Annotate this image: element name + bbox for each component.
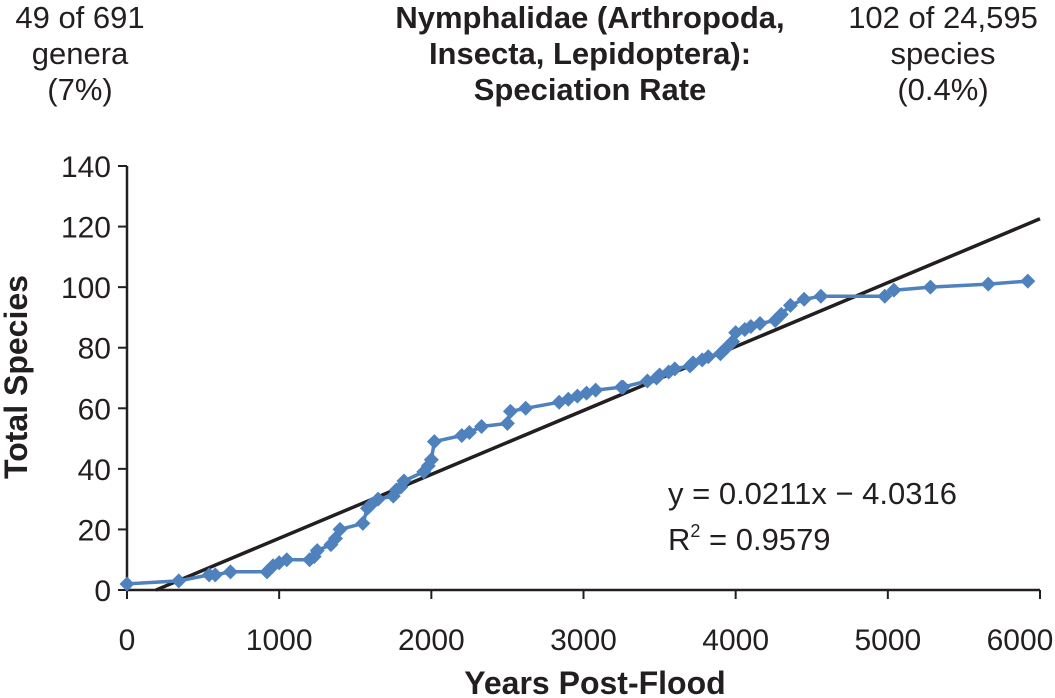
series-group [119, 273, 1036, 592]
data-point [877, 288, 893, 304]
data-point [813, 288, 829, 304]
x-tick-label: 1000 [246, 624, 313, 657]
data-point [474, 418, 490, 434]
data-point [279, 552, 295, 568]
data-point [773, 306, 789, 322]
r-squared-r: R [668, 522, 690, 557]
data-point [1020, 273, 1036, 289]
data-point [370, 491, 386, 507]
genera-note-line-1: 49 of 691 [15, 0, 145, 35]
data-point [518, 400, 534, 416]
species-note-line-1: 102 of 24,595 [848, 0, 1038, 35]
chart-title-line-1: Nymphalidae (Arthropoda, [395, 0, 785, 35]
data-point [980, 276, 996, 292]
data-point [332, 521, 348, 537]
x-axis-title: Years Post-Flood [464, 665, 725, 698]
y-tick-label: 60 [78, 393, 111, 426]
genera-note-line-2: genera [31, 36, 129, 71]
trendline [155, 217, 1041, 592]
axes [125, 166, 1040, 592]
data-point [119, 576, 135, 592]
y-tick-label: 80 [78, 333, 111, 366]
trendline-equation: y = 0.0211x − 4.0316 [668, 476, 957, 511]
data-point [615, 379, 631, 395]
data-point [207, 567, 223, 583]
y-tick-label: 140 [61, 151, 111, 184]
data-point [700, 349, 716, 365]
data-point [588, 382, 604, 398]
y-tick-label: 100 [61, 272, 111, 305]
series-line [126, 279, 1028, 586]
x-tick-label: 4000 [702, 624, 769, 657]
x-tick-label: 3000 [550, 624, 617, 657]
r-squared-superscript: 2 [690, 521, 700, 541]
y-axis-title: Total Species [0, 275, 34, 479]
x-tick-label: 5000 [854, 624, 921, 657]
data-point [922, 279, 938, 295]
y-tick-label: 40 [78, 454, 111, 487]
data-point [796, 291, 812, 307]
data-point [396, 473, 412, 489]
chart-title-line-2: Insecta, Lepidoptera): [428, 36, 752, 71]
data-point [499, 415, 515, 431]
genera-note: 49 of 691 genera (7%) [0, 0, 170, 108]
species-note-line-2: species [890, 36, 996, 71]
species-note-line-3: (0.4%) [897, 72, 989, 107]
data-point [309, 543, 325, 559]
species-note: 102 of 24,595 species (0.4%) [828, 0, 1055, 108]
data-point [423, 452, 439, 468]
x-tick-label: 2000 [398, 624, 465, 657]
data-point [426, 434, 442, 450]
r-squared-label: R2 = 0.9579 [668, 521, 831, 557]
y-tick-label: 120 [61, 212, 111, 245]
data-point [502, 403, 518, 419]
genera-note-line-3: (7%) [47, 72, 113, 107]
x-tick-label: 0 [119, 624, 136, 657]
chart-title: Nymphalidae (Arthropoda, Insecta, Lepido… [340, 0, 840, 108]
y-tick-label: 0 [94, 575, 111, 608]
trendline-group [155, 217, 1041, 592]
y-tick-label: 20 [78, 514, 111, 547]
x-tick-label: 6000 [987, 624, 1054, 657]
data-point [667, 361, 683, 377]
data-point [461, 425, 477, 441]
data-point [171, 573, 187, 589]
axis-ticks: 0 20 40 60 80 100 120 140 0 1000 2000 3000 4000 5000 6… [61, 151, 1053, 657]
data-point [355, 515, 371, 531]
r-squared-value: = 0.9579 [700, 522, 830, 557]
data-point [886, 282, 902, 298]
data-point [222, 564, 238, 580]
data-point [752, 315, 768, 331]
data-point [782, 297, 798, 313]
chart-title-line-3: Speciation Rate [473, 72, 707, 107]
